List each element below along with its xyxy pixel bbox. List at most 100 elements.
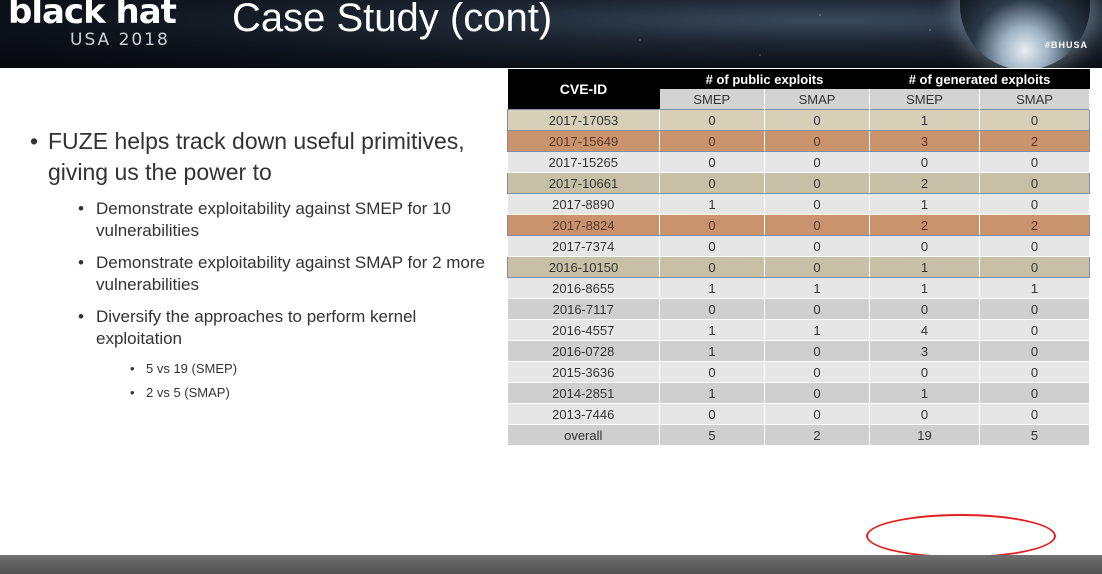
cell-public-smep: 1: [659, 382, 765, 404]
cell-public-smep: 0: [659, 298, 765, 320]
cell-generated-smep: 1: [869, 109, 980, 131]
cell-generated-smap: 5: [979, 424, 1090, 446]
blackhat-logo-subtitle: USA 2018: [70, 30, 170, 50]
header-public-exploits: # of public exploits: [659, 69, 870, 89]
cell-public-smap: 0: [764, 361, 870, 383]
cell-generated-smap: 0: [979, 361, 1090, 383]
cell-cve-id: 2017-17053: [507, 109, 660, 131]
cell-public-smap: 0: [764, 340, 870, 362]
cell-generated-smap: 0: [979, 382, 1090, 404]
cell-generated-smap: 0: [979, 235, 1090, 257]
cell-generated-smap: 0: [979, 298, 1090, 320]
table-row: 2016-0728 1 0 3 0: [507, 340, 1090, 362]
cell-generated-smep: 1: [869, 382, 980, 404]
cell-public-smap: 0: [764, 172, 870, 194]
exploits-table: CVE-ID # of public exploits # of generat…: [507, 69, 1090, 446]
header-starfield: [0, 0, 1102, 68]
cell-generated-smep: 2: [869, 172, 980, 194]
table-row: 2016-4557 1 1 4 0: [507, 319, 1090, 341]
footer-bar: [0, 555, 1102, 574]
highlight-circle: [866, 514, 1056, 558]
header-generated-exploits: # of generated exploits: [869, 69, 1090, 89]
table-row: overall 5 2 19 5: [507, 424, 1090, 446]
cell-public-smap: 0: [764, 235, 870, 257]
cell-public-smep: 1: [659, 193, 765, 215]
cell-cve-id: 2016-8655: [507, 277, 660, 299]
bullet-sub: • Diversify the approaches to perform ke…: [78, 306, 490, 350]
cell-public-smep: 1: [659, 277, 765, 299]
cell-public-smap: 0: [764, 109, 870, 131]
table-row: 2015-3636 0 0 0 0: [507, 361, 1090, 383]
cell-cve-id: 2016-10150: [507, 256, 660, 278]
bullet-dot-icon: •: [78, 253, 84, 272]
bullet-subsub-text: 2 vs 5 (SMAP): [146, 385, 230, 400]
table-row: 2017-10661 0 0 2 0: [507, 172, 1090, 194]
table-row: 2017-15265 0 0 0 0: [507, 151, 1090, 173]
bullet-sub-text: Diversify the approaches to perform kern…: [96, 307, 417, 348]
bullet-main: • FUZE helps track down useful primitive…: [30, 126, 490, 188]
bullet-dot-icon: •: [130, 385, 135, 400]
cell-public-smap: 0: [764, 193, 870, 215]
cell-generated-smap: 2: [979, 214, 1090, 236]
cell-generated-smep: 1: [869, 193, 980, 215]
cell-cve-id: 2016-4557: [507, 319, 660, 341]
cell-generated-smep: 4: [869, 319, 980, 341]
bullet-main-text: FUZE helps track down useful primitives,…: [48, 128, 465, 185]
cell-generated-smap: 0: [979, 151, 1090, 173]
cell-public-smap: 0: [764, 403, 870, 425]
cell-cve-id: 2017-7374: [507, 235, 660, 257]
cell-public-smap: 0: [764, 298, 870, 320]
cell-generated-smep: 3: [869, 340, 980, 362]
cell-generated-smap: 0: [979, 319, 1090, 341]
hashtag: #BHUSA: [1044, 40, 1088, 50]
table-row: 2017-17053 0 0 1 0: [507, 109, 1090, 131]
table-row: 2017-8824 0 0 2 2: [507, 214, 1090, 236]
exploits-table-container: CVE-ID # of public exploits # of generat…: [507, 69, 1090, 446]
bullet-dot-icon: •: [78, 307, 84, 326]
subheader-public-smap: SMAP: [764, 89, 870, 110]
bullet-dot-icon: •: [130, 361, 135, 376]
cell-cve-id: overall: [507, 424, 660, 446]
cell-public-smep: 0: [659, 235, 765, 257]
cell-cve-id: 2017-8824: [507, 214, 660, 236]
cell-generated-smep: 1: [869, 277, 980, 299]
cell-public-smep: 0: [659, 403, 765, 425]
table-row: 2017-15649 0 0 3 2: [507, 130, 1090, 152]
table-row: 2014-2851 1 0 1 0: [507, 382, 1090, 404]
cell-public-smap: 0: [764, 214, 870, 236]
cell-public-smep: 0: [659, 361, 765, 383]
table-row: 2013-7446 0 0 0 0: [507, 403, 1090, 425]
cell-cve-id: 2016-0728: [507, 340, 660, 362]
header-cve-id: CVE-ID: [507, 69, 660, 110]
cell-generated-smap: 0: [979, 193, 1090, 215]
bullet-sub: • Demonstrate exploitability against SME…: [78, 198, 490, 242]
bullet-list: • FUZE helps track down useful primitive…: [30, 126, 490, 402]
bullet-dot-icon: •: [30, 128, 39, 154]
cell-generated-smap: 0: [979, 172, 1090, 194]
cell-public-smep: 1: [659, 319, 765, 341]
table-body: 2017-17053 0 0 1 0 2017-15649 0 0 3 2 2017-15265 0 0…: [507, 109, 1090, 446]
bullet-subsub: • 2 vs 5 (SMAP): [130, 384, 490, 402]
cell-public-smep: 0: [659, 172, 765, 194]
table-row: 2016-7117 0 0 0 0: [507, 298, 1090, 320]
slide-header: black hat USA 2018 Case Study (cont) #BH…: [0, 0, 1102, 68]
cell-generated-smep: 0: [869, 235, 980, 257]
subheader-generated-smap: SMAP: [979, 89, 1090, 110]
bullet-sub-text: Demonstrate exploitability against SMEP …: [96, 199, 451, 240]
cell-public-smap: 1: [764, 319, 870, 341]
cell-public-smep: 0: [659, 130, 765, 152]
cell-cve-id: 2016-7117: [507, 298, 660, 320]
cell-generated-smap: 0: [979, 109, 1090, 131]
subheader-generated-smep: SMEP: [869, 89, 980, 110]
cell-generated-smap: 1: [979, 277, 1090, 299]
cell-public-smep: 0: [659, 109, 765, 131]
cell-cve-id: 2017-15265: [507, 151, 660, 173]
cell-public-smap: 0: [764, 151, 870, 173]
bullet-subsub-text: 5 vs 19 (SMEP): [146, 361, 238, 376]
cell-public-smep: 5: [659, 424, 765, 446]
cell-cve-id: 2014-2851: [507, 382, 660, 404]
cell-public-smep: 0: [659, 214, 765, 236]
cell-generated-smep: 2: [869, 214, 980, 236]
cell-cve-id: 2017-8890: [507, 193, 660, 215]
cell-cve-id: 2015-3636: [507, 361, 660, 383]
